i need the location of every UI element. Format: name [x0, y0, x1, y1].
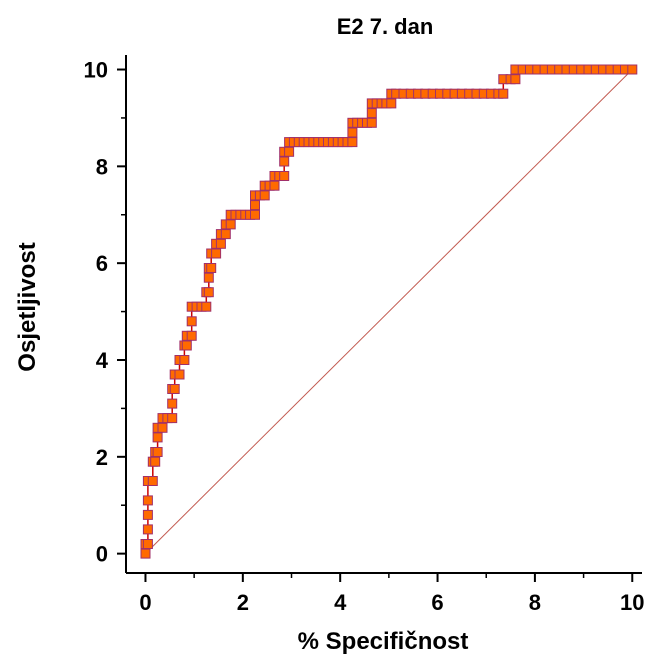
data-point [279, 171, 290, 181]
x-tick-label: 8 [529, 590, 541, 615]
data-point [250, 200, 260, 211]
y-tick-label: 6 [96, 251, 108, 276]
data-point [179, 355, 190, 365]
data-point [259, 190, 270, 201]
y-tick-label: 10 [84, 58, 108, 83]
data-point [142, 539, 153, 549]
y-tick-label: 2 [96, 445, 108, 470]
y-tick-label: 8 [96, 154, 108, 179]
data-point [169, 384, 180, 394]
data-point [386, 98, 397, 109]
chart-title: E2 7. dan [336, 14, 434, 39]
data-point [167, 398, 178, 409]
axes [125, 55, 642, 574]
data-point [174, 369, 185, 380]
data-point [284, 146, 295, 157]
y-tick-label: 4 [96, 348, 109, 373]
data-point [250, 209, 260, 220]
data-point [152, 432, 163, 443]
data-point [167, 413, 178, 424]
data-point [279, 156, 290, 167]
x-axis-ticks: 0 2 4 6 8 10 [139, 573, 645, 615]
data-point [150, 456, 161, 467]
data-point [627, 64, 638, 75]
data-point [142, 495, 153, 506]
data-point [206, 263, 217, 273]
data-point [201, 301, 212, 312]
data-point [157, 422, 168, 433]
data-point [220, 229, 231, 240]
data-point [152, 447, 163, 457]
x-tick-label: 0 [139, 590, 151, 615]
x-tick-label: 6 [431, 590, 443, 615]
diagonal-line [145, 69, 633, 554]
data-point [181, 340, 192, 351]
data-point [203, 272, 214, 283]
data-point [186, 330, 197, 341]
x-tick-label: 4 [334, 590, 347, 615]
data-point [225, 219, 236, 230]
data-point [140, 548, 151, 559]
roc-markers [140, 64, 638, 559]
x-tick-label: 10 [620, 590, 644, 615]
data-point [347, 137, 358, 148]
data-point [142, 509, 153, 520]
data-point [366, 108, 377, 119]
x-tick-label: 2 [237, 590, 249, 615]
data-point [215, 238, 226, 249]
data-point [498, 88, 509, 99]
reference-diagonal [145, 69, 633, 554]
data-point [347, 127, 358, 138]
y-axis-ticks: 0 2 4 6 8 10 [84, 58, 126, 567]
data-point [147, 476, 158, 486]
data-point [142, 524, 153, 535]
data-point [366, 117, 377, 128]
x-axis-label: % Specifičnost [297, 628, 469, 655]
data-point [211, 248, 222, 259]
data-point [510, 74, 521, 85]
data-point [186, 316, 197, 327]
data-point [269, 180, 280, 191]
data-point [203, 287, 214, 298]
y-tick-label: 0 [96, 542, 108, 567]
